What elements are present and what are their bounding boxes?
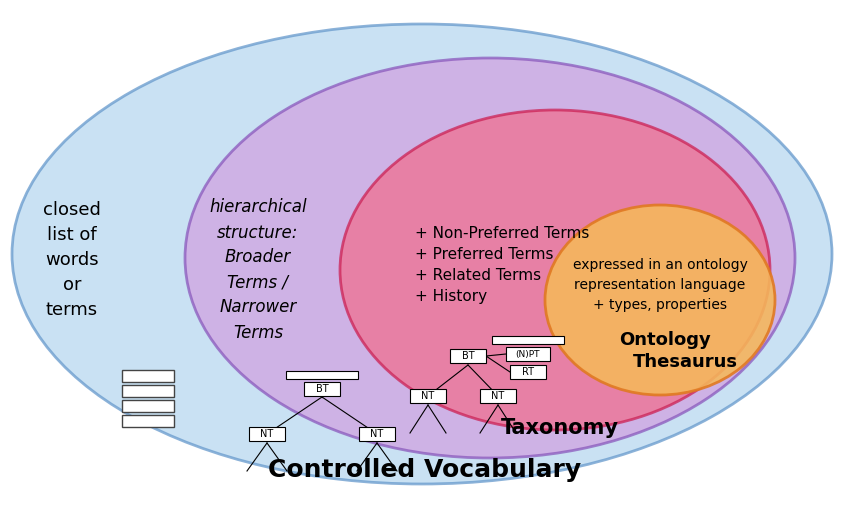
Ellipse shape xyxy=(340,110,770,430)
Bar xyxy=(480,389,516,403)
Bar xyxy=(122,385,174,397)
Bar xyxy=(122,400,174,412)
Ellipse shape xyxy=(545,205,775,395)
Text: closed
list of
words
or
terms: closed list of words or terms xyxy=(43,201,101,319)
Bar xyxy=(510,365,546,379)
Bar xyxy=(249,427,285,441)
Text: hierarchical
structure:
Broader
Terms /
Narrower
Terms: hierarchical structure: Broader Terms / … xyxy=(209,199,307,341)
Text: NT: NT xyxy=(260,429,274,439)
Text: Ontology: Ontology xyxy=(619,331,711,349)
Text: expressed in an ontology
representation language
+ types, properties: expressed in an ontology representation … xyxy=(573,259,747,311)
Bar xyxy=(122,370,174,382)
Bar xyxy=(410,389,446,403)
Text: NT: NT xyxy=(422,391,434,401)
Text: RT: RT xyxy=(522,367,534,377)
Bar xyxy=(359,427,395,441)
Bar xyxy=(506,347,550,361)
Text: Taxonomy: Taxonomy xyxy=(501,418,619,438)
Text: BT: BT xyxy=(315,384,328,394)
Bar xyxy=(450,349,486,363)
Ellipse shape xyxy=(12,24,832,484)
Text: Controlled Vocabulary: Controlled Vocabulary xyxy=(269,458,581,482)
Ellipse shape xyxy=(185,58,795,458)
Text: NT: NT xyxy=(371,429,383,439)
Bar xyxy=(304,382,340,396)
Text: BT: BT xyxy=(462,351,474,361)
Bar xyxy=(492,336,564,344)
Text: Thesaurus: Thesaurus xyxy=(632,353,738,371)
Bar xyxy=(286,371,358,379)
Bar xyxy=(122,415,174,427)
Text: + Non-Preferred Terms
+ Preferred Terms
+ Related Terms
+ History: + Non-Preferred Terms + Preferred Terms … xyxy=(415,226,589,304)
Text: (N)PT: (N)PT xyxy=(516,350,541,359)
Text: NT: NT xyxy=(491,391,505,401)
